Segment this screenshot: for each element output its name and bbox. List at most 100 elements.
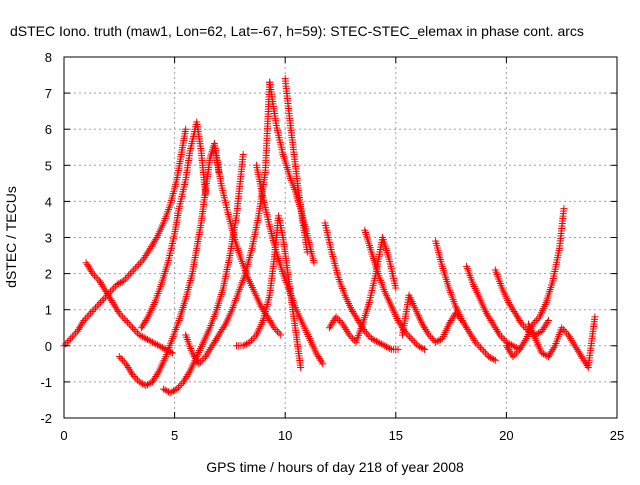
data-point-marker (402, 329, 410, 337)
data-point-marker (461, 322, 469, 330)
data-point-marker (421, 345, 429, 353)
data-point-marker (494, 327, 502, 335)
data-point-marker (488, 354, 496, 362)
data-point-marker (350, 309, 358, 317)
data-point-marker (103, 289, 111, 297)
data-point-marker (98, 297, 106, 305)
x-tick-label: 20 (499, 428, 513, 443)
data-point-marker (467, 331, 475, 339)
data-point-marker (310, 259, 318, 267)
data-point-marker (150, 239, 158, 247)
data-point-marker (116, 279, 124, 287)
data-point-marker (150, 339, 158, 347)
data-point-marker (85, 311, 93, 319)
data-point-marker (93, 302, 101, 310)
data-point-marker (160, 345, 168, 353)
data-point-marker (507, 302, 515, 310)
data-point-marker (128, 268, 136, 276)
data-layer (60, 75, 599, 397)
data-point-marker (83, 313, 91, 321)
data-point-marker (560, 205, 568, 213)
data-point-marker (148, 378, 156, 386)
data-point-marker (540, 324, 548, 332)
data-point-marker (125, 365, 133, 373)
data-point-marker (176, 382, 184, 390)
data-point-marker (447, 317, 455, 325)
data-point-marker (132, 327, 140, 335)
data-point-marker (140, 320, 148, 328)
data-point-marker (181, 376, 189, 384)
data-point-marker (579, 354, 587, 362)
data-point-marker (475, 342, 483, 350)
data-point-marker (506, 340, 514, 348)
data-point-marker (351, 311, 359, 319)
y-tick-label: 0 (45, 339, 52, 354)
data-point-marker (135, 378, 143, 386)
y-tick-label: -2 (40, 411, 52, 426)
data-point-marker (143, 250, 151, 258)
data-point-marker (258, 304, 266, 312)
data-point-marker (94, 275, 102, 283)
y-tick-label: 8 (45, 50, 52, 65)
data-point-marker (138, 257, 146, 265)
data-series-9 (252, 161, 327, 368)
data-point-marker (249, 335, 257, 343)
data-point-marker (395, 318, 403, 326)
data-point-marker (135, 261, 143, 269)
data-point-marker (317, 356, 325, 364)
data-point-marker (344, 329, 352, 337)
data-point-marker (563, 329, 571, 337)
data-point-marker (203, 351, 211, 359)
data-point-marker (512, 311, 520, 319)
data-point-marker (137, 332, 145, 340)
data-point-marker (386, 345, 394, 353)
data-point-marker (574, 347, 582, 355)
data-point-marker (419, 345, 427, 353)
y-tick-label: 5 (45, 158, 52, 173)
data-point-marker (169, 387, 177, 395)
data-point-marker (202, 190, 210, 198)
data-point-marker (269, 322, 277, 330)
data-point-marker (502, 342, 510, 350)
data-point-marker (204, 349, 212, 357)
data-point-marker (139, 380, 147, 388)
data-point-marker (532, 317, 540, 325)
data-point-marker (497, 333, 505, 341)
data-point-marker (334, 315, 342, 323)
data-point-marker (108, 297, 116, 305)
data-point-marker (121, 275, 129, 283)
data-point-marker (126, 270, 134, 278)
data-point-marker (140, 255, 148, 263)
data-point-marker (445, 320, 453, 328)
data-series-16 (432, 237, 499, 364)
data-point-marker (272, 326, 280, 334)
data-point-marker (538, 349, 546, 357)
data-point-marker (214, 333, 222, 341)
data-point-marker (183, 372, 191, 380)
data-point-marker (328, 320, 336, 328)
data-point-marker (414, 342, 422, 350)
data-point-marker (509, 353, 517, 361)
data-point-marker (198, 356, 206, 364)
data-point-marker (364, 331, 372, 339)
data-point-marker (124, 318, 132, 326)
data-point-marker (303, 248, 311, 256)
data-point-marker (74, 326, 82, 334)
data-point-marker (132, 374, 140, 382)
data-point-marker (432, 338, 440, 346)
data-point-marker (141, 318, 149, 326)
data-point-marker (92, 273, 100, 281)
data-point-marker (268, 320, 276, 328)
data-point-marker (82, 259, 90, 267)
data-point-marker (423, 327, 431, 335)
data-point-marker (463, 324, 471, 332)
data-point-marker (575, 349, 583, 357)
data-point-marker (506, 347, 514, 355)
data-point-marker (559, 326, 567, 334)
data-point-marker (63, 338, 71, 346)
data-series-5 (160, 150, 247, 397)
data-series-1 (60, 125, 190, 350)
data-point-marker (275, 329, 283, 337)
data-point-marker (496, 331, 504, 339)
data-point-marker (154, 369, 162, 377)
